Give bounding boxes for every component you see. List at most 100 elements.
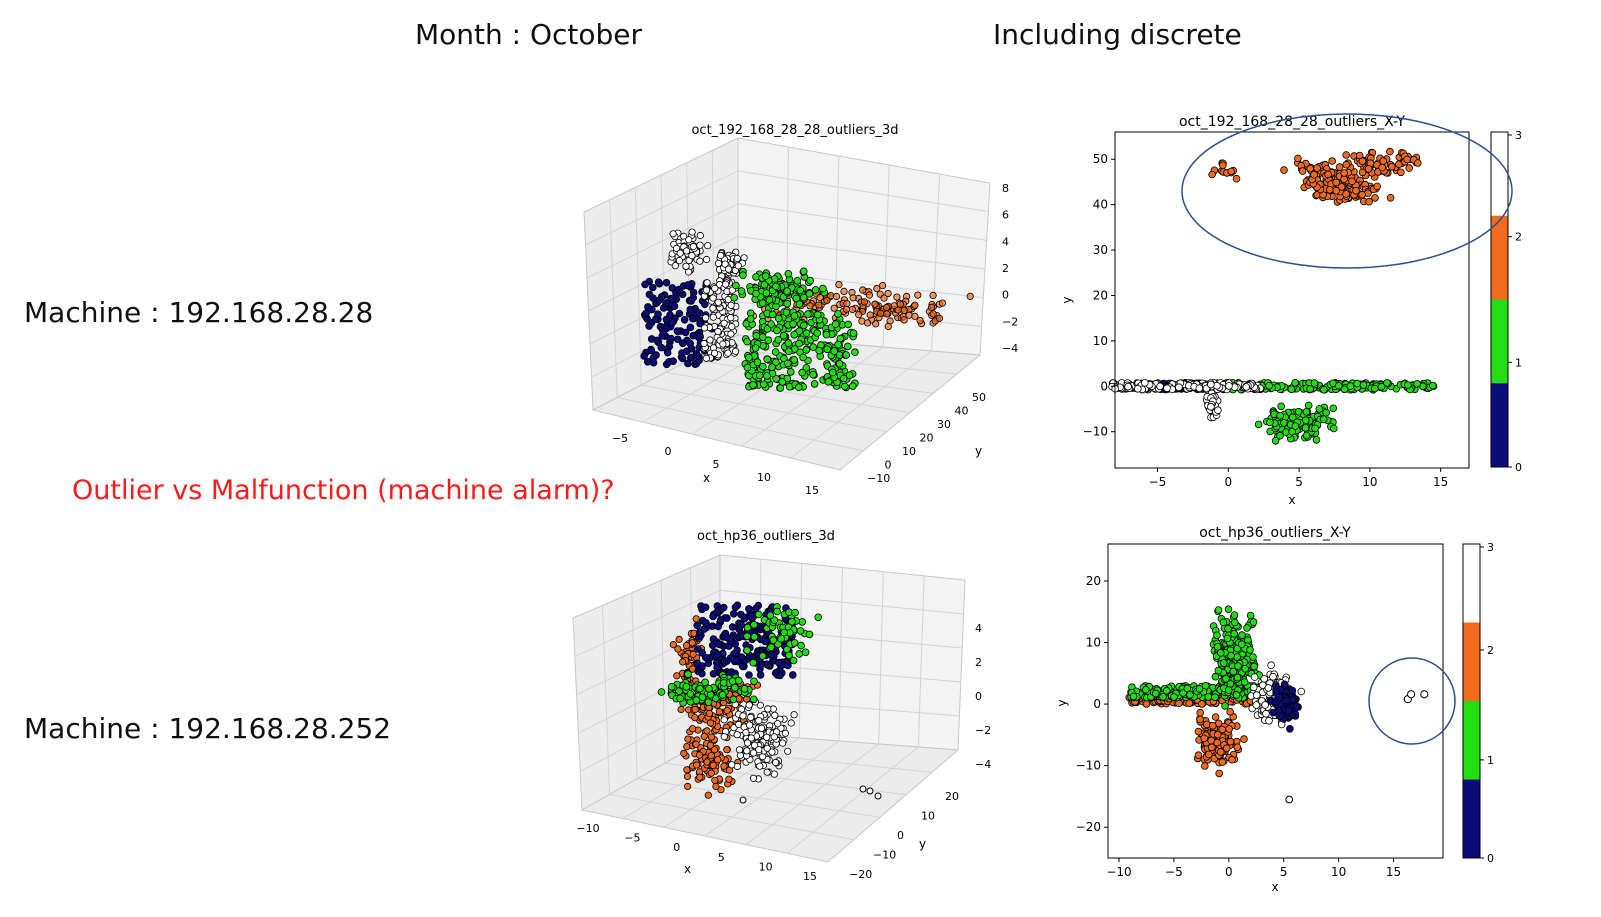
data-point (1224, 624, 1232, 633)
data-point (751, 344, 760, 352)
data-point (865, 291, 874, 299)
plot-frame (1107, 543, 1444, 859)
data-point (749, 381, 757, 389)
data-point (1358, 191, 1366, 199)
data-point (1371, 384, 1379, 393)
data-point (749, 774, 758, 782)
data-point (1141, 378, 1149, 387)
tick-label: 10 (759, 860, 773, 873)
data-point (900, 316, 908, 324)
data-point (702, 354, 711, 362)
data-point (1219, 161, 1227, 170)
data-point (1413, 380, 1421, 388)
data-point (823, 345, 831, 354)
data-point (866, 311, 874, 319)
data-point (770, 733, 778, 741)
data-point (776, 671, 784, 680)
tick-label: 10 (757, 471, 771, 484)
tick-label: 0 (1002, 289, 1009, 302)
tick-label: −5 (1149, 475, 1167, 489)
data-point (1276, 431, 1284, 440)
data-point (773, 326, 781, 335)
tick-label: 40 (955, 405, 969, 418)
data-point (1265, 716, 1273, 725)
tick-label: −10 (1076, 759, 1101, 773)
data-point (684, 359, 692, 368)
data-point (1213, 730, 1222, 739)
data-point (1129, 692, 1138, 701)
data-point (667, 334, 675, 343)
data-point (1232, 174, 1241, 183)
data-point (1280, 166, 1288, 174)
data-point (713, 608, 721, 616)
data-point (794, 383, 803, 392)
data-point (695, 356, 703, 365)
data-point (911, 312, 919, 320)
outlier-point (874, 792, 882, 800)
colorbar-segment (1463, 622, 1480, 701)
tick-label: −10 (1106, 865, 1131, 879)
data-point (814, 613, 822, 622)
data-point (759, 380, 768, 389)
data-point (1226, 707, 1234, 716)
data-point (1219, 618, 1228, 627)
data-point (761, 272, 770, 280)
data-point (1163, 384, 1171, 393)
tick-label: 1 (1515, 356, 1522, 369)
data-point (720, 733, 728, 741)
data-point (696, 332, 704, 341)
tick-label: −5 (624, 832, 640, 845)
data-point (1359, 381, 1368, 389)
data-point (1312, 436, 1321, 444)
data-point (740, 685, 749, 693)
tick-label: 30 (937, 418, 951, 431)
data-point (728, 623, 737, 631)
data-point (704, 791, 712, 799)
data-point (1288, 686, 1297, 695)
data-point (758, 333, 767, 341)
data-point (704, 242, 712, 250)
data-point (792, 294, 801, 303)
data-point (700, 625, 708, 633)
data-point (682, 682, 691, 691)
data-point (815, 346, 823, 355)
outlier-point (1420, 690, 1429, 699)
data-point (757, 724, 766, 732)
data-point (767, 320, 775, 328)
data-point (785, 651, 793, 660)
data-point (783, 359, 792, 368)
data-point (873, 284, 881, 293)
data-point (849, 329, 858, 338)
data-point (756, 762, 764, 770)
data-point (1286, 724, 1294, 733)
data-point (1134, 384, 1142, 393)
data-point (772, 374, 780, 383)
data-point (713, 663, 721, 672)
data-point (840, 382, 849, 391)
data-point (689, 331, 698, 340)
tick-label: −20 (849, 868, 872, 881)
data-point (774, 658, 783, 667)
tick-label: 0 (1100, 379, 1108, 393)
data-point (663, 348, 672, 357)
data-point (1378, 163, 1386, 172)
tick-label: 2 (1515, 231, 1522, 244)
data-point (828, 368, 837, 377)
data-point (666, 311, 674, 319)
grid-line (631, 592, 881, 818)
data-point (743, 623, 752, 632)
data-point (675, 309, 684, 318)
y-axis-label: y (1055, 699, 1069, 706)
data-point (1288, 427, 1296, 436)
data-point (806, 276, 814, 285)
machine1-label: Machine : 192.168.28.28 (24, 296, 374, 329)
data-point (1289, 413, 1297, 422)
data-point (720, 762, 728, 770)
data-point (799, 267, 808, 276)
data-point (1218, 725, 1226, 734)
chart-title: oct_hp36_outliers_X-Y (1199, 525, 1351, 541)
tick-label: 4 (975, 622, 982, 635)
data-point (1224, 605, 1233, 613)
